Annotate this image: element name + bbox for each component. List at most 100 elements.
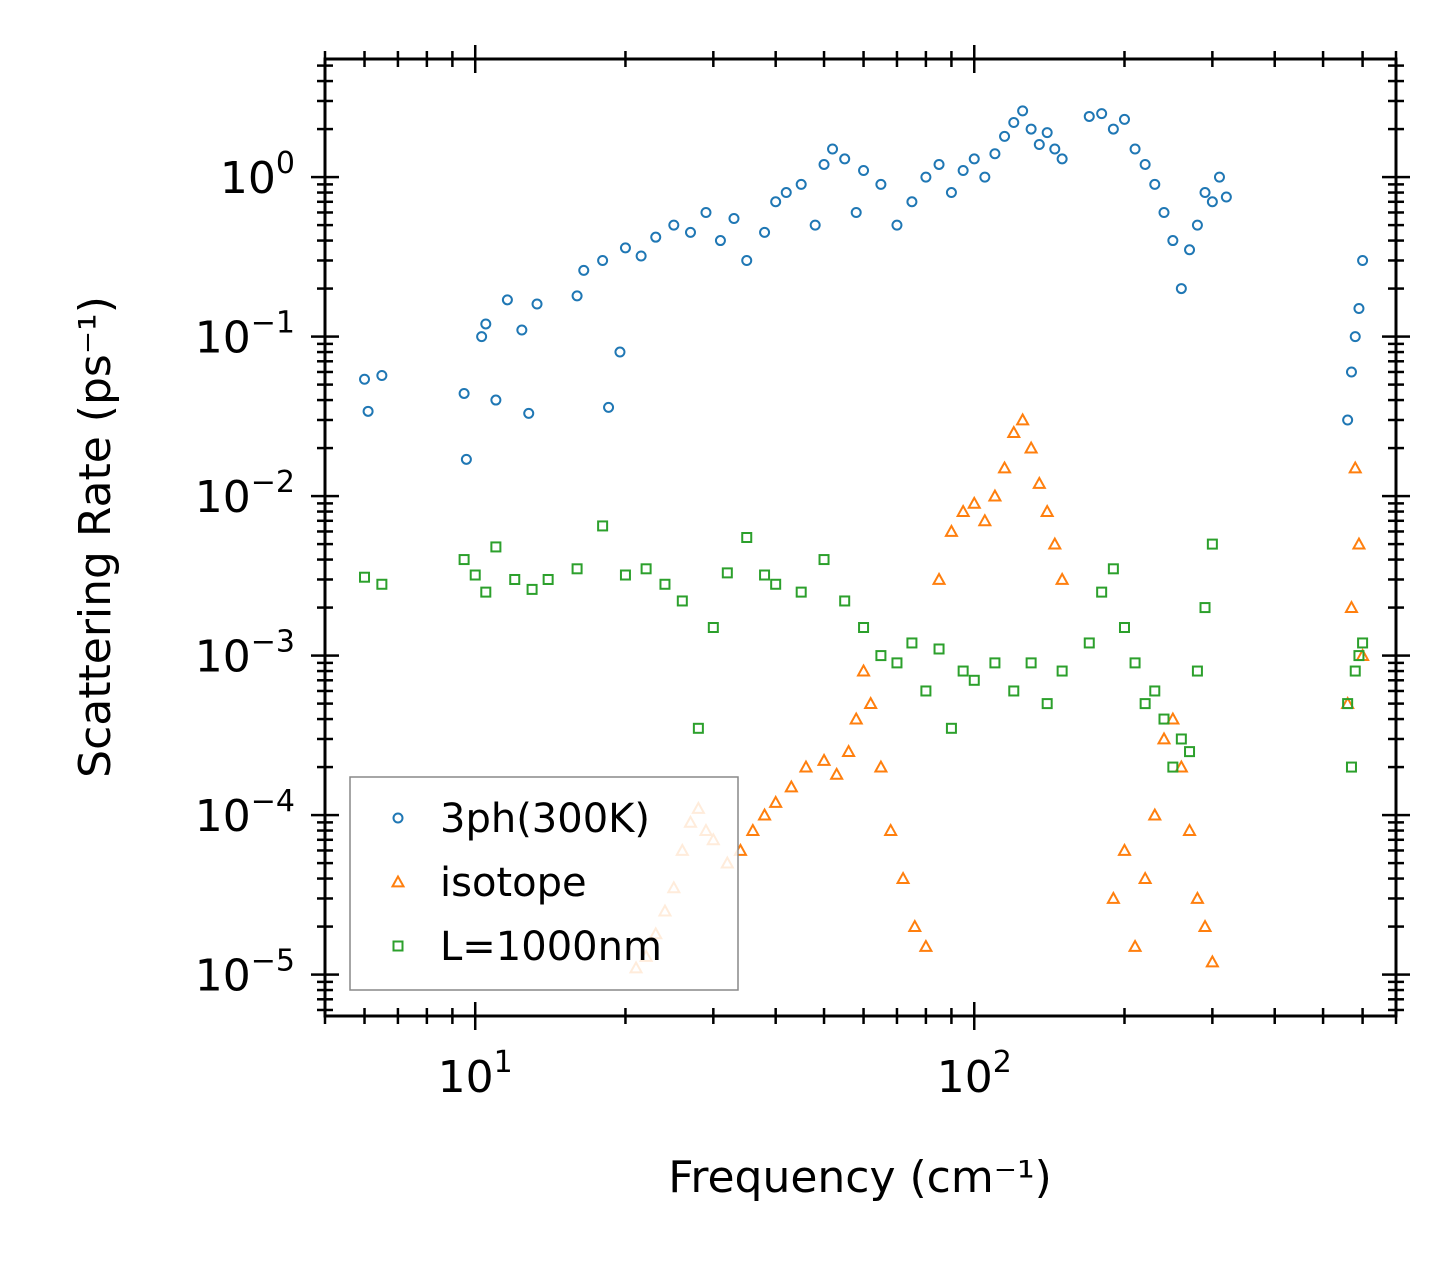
data-point	[906, 637, 918, 649]
data-point	[999, 130, 1011, 142]
data-point	[1206, 196, 1218, 208]
series-1	[628, 412, 1370, 974]
data-point	[458, 554, 470, 566]
data-point	[700, 206, 712, 218]
data-point	[818, 554, 830, 566]
data-point	[1156, 731, 1172, 745]
data-point	[1353, 303, 1365, 315]
data-point	[957, 665, 969, 677]
data-point	[770, 578, 782, 590]
data-point	[1206, 538, 1218, 550]
data-point	[827, 143, 839, 155]
data-point	[918, 938, 934, 952]
legend-label: L=1000nm	[440, 924, 662, 970]
data-point	[955, 503, 971, 517]
data-point	[858, 164, 870, 176]
data-point	[841, 744, 856, 758]
data-point	[1083, 110, 1095, 122]
data-point	[359, 373, 371, 385]
data-point	[614, 346, 626, 358]
data-point	[490, 541, 502, 553]
y-tick-label: 10−2	[195, 465, 295, 523]
data-point	[759, 226, 771, 238]
data-point	[480, 318, 492, 330]
data-point	[1139, 698, 1151, 710]
series-layer	[359, 105, 1370, 974]
data-point	[1349, 331, 1361, 343]
data-point	[979, 171, 991, 183]
data-point	[768, 794, 783, 808]
data-point	[635, 250, 647, 262]
data-point	[460, 453, 472, 465]
data-point	[359, 571, 371, 583]
data-point	[1174, 759, 1189, 773]
data-point	[1345, 761, 1357, 773]
data-point	[1096, 586, 1108, 598]
data-point	[809, 219, 821, 231]
data-point	[858, 622, 870, 634]
data-point	[650, 231, 662, 243]
data-point	[1357, 637, 1369, 649]
data-point	[839, 153, 851, 165]
data-point	[1197, 919, 1213, 932]
data-point	[1357, 254, 1369, 266]
data-point	[784, 779, 799, 793]
data-point	[480, 586, 492, 598]
data-point	[1345, 366, 1357, 378]
data-point	[597, 254, 609, 266]
data-point	[1205, 954, 1220, 968]
data-point	[684, 226, 696, 238]
x-tick-label: 101	[438, 1045, 513, 1103]
data-point	[850, 206, 862, 218]
data-point	[1032, 475, 1047, 489]
data-point	[1025, 657, 1037, 669]
data-point	[1107, 563, 1119, 575]
data-point	[721, 567, 733, 579]
y-tick-label: 10−4	[195, 784, 295, 842]
data-point	[714, 235, 726, 247]
data-point	[891, 219, 903, 231]
data-point	[1139, 158, 1151, 170]
data-point	[490, 394, 502, 406]
data-point	[759, 569, 771, 581]
data-point	[1220, 191, 1232, 203]
data-point	[875, 178, 887, 190]
data-point	[1147, 807, 1162, 821]
data-point	[1158, 206, 1170, 218]
data-point	[1017, 105, 1029, 117]
data-point	[906, 196, 918, 208]
data-point	[891, 657, 903, 669]
data-point	[509, 573, 521, 585]
data-point	[376, 370, 388, 382]
data-point	[1033, 139, 1045, 151]
data-point	[1149, 685, 1161, 697]
data-point	[1041, 127, 1053, 139]
y-tick-label: 10−3	[195, 625, 295, 683]
data-point	[745, 822, 761, 836]
data-point	[619, 569, 631, 581]
data-point	[619, 242, 631, 254]
data-point	[770, 196, 782, 208]
data-point	[597, 520, 609, 532]
data-point	[603, 401, 615, 413]
data-point	[1008, 685, 1020, 697]
data-point	[1191, 219, 1203, 231]
data-point	[1056, 153, 1068, 165]
data-point	[1149, 178, 1161, 190]
data-point	[1015, 412, 1030, 426]
data-point	[578, 264, 590, 276]
data-point	[989, 148, 1001, 160]
data-point	[1118, 622, 1130, 634]
data-point	[640, 563, 652, 575]
data-point	[931, 571, 947, 585]
tick-layer	[311, 45, 1410, 1030]
y-axis-label: Scattering Rate (ps⁻¹)	[70, 296, 121, 778]
data-point	[741, 532, 753, 543]
data-point	[1096, 108, 1108, 120]
data-point	[1117, 842, 1132, 856]
data-point	[516, 324, 528, 336]
legend-label: 3ph(300K)	[440, 796, 650, 842]
data-point	[1165, 711, 1181, 725]
data-point	[977, 513, 993, 527]
